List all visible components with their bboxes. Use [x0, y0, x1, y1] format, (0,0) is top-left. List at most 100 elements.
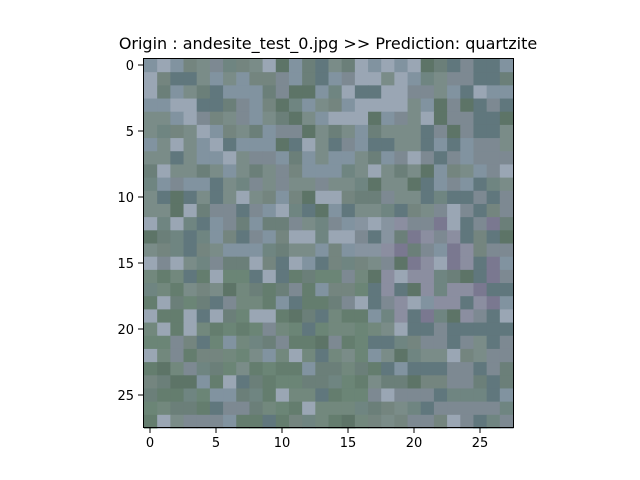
image-pixel	[288, 72, 303, 86]
image-pixel	[288, 362, 303, 376]
image-pixel	[144, 124, 158, 139]
image-pixel	[447, 335, 461, 350]
image-pixel	[394, 401, 409, 416]
image-pixel	[288, 85, 303, 100]
image-pixel	[223, 190, 237, 205]
image-pixel	[433, 335, 448, 350]
image-pixel	[447, 177, 461, 192]
image-pixel	[275, 85, 290, 100]
image-pixel	[420, 98, 435, 113]
image-pixel	[249, 362, 264, 376]
image-pixel	[341, 322, 356, 337]
image-pixel	[302, 72, 316, 86]
image-pixel	[209, 414, 224, 429]
image-pixel	[262, 164, 277, 179]
image-pixel	[368, 375, 382, 390]
image-pixel	[249, 98, 264, 113]
image-pixel	[183, 269, 198, 284]
image-pixel	[315, 111, 330, 126]
image-pixel	[288, 256, 303, 271]
image-pixel	[341, 296, 356, 310]
image-pixel	[407, 362, 422, 376]
image-pixel	[209, 177, 224, 192]
image-pixel	[236, 190, 251, 205]
image-pixel	[315, 375, 330, 390]
image-pixel	[249, 375, 264, 390]
image-pixel	[486, 138, 501, 152]
image-pixel	[170, 190, 185, 205]
image-pixel	[170, 177, 185, 192]
image-pixel	[341, 362, 356, 376]
image-pixel	[447, 283, 461, 297]
image-pixel	[328, 98, 343, 113]
image-pixel	[328, 414, 343, 429]
image-pixel	[223, 375, 237, 390]
image-pixel	[354, 348, 369, 363]
image-pixel	[394, 414, 409, 429]
image-pixel	[447, 98, 461, 113]
image-pixel	[407, 124, 422, 139]
image-pixel	[196, 269, 211, 284]
image-pixel	[499, 177, 514, 192]
image-pixel	[302, 177, 316, 192]
image-pixel	[275, 269, 290, 284]
image-pixel	[288, 124, 303, 139]
image-pixel	[420, 111, 435, 126]
image-pixel	[262, 401, 277, 416]
image-pixel	[315, 309, 330, 324]
image-pixel	[341, 375, 356, 390]
image-pixel	[381, 217, 395, 231]
image-pixel	[473, 164, 488, 179]
image-pixel	[499, 217, 514, 231]
image-pixel	[328, 243, 343, 258]
image-pixel	[381, 164, 395, 179]
image-pixel	[420, 243, 435, 258]
image-pixel	[196, 243, 211, 258]
image-pixel	[328, 72, 343, 86]
image-pixel	[447, 230, 461, 245]
image-pixel	[460, 348, 475, 363]
image-pixel	[447, 138, 461, 152]
image-pixel	[486, 375, 501, 390]
image-pixel	[381, 322, 395, 337]
image-pixel	[170, 138, 185, 152]
image-pixel	[262, 375, 277, 390]
image-pixel	[262, 388, 277, 403]
image-pixel	[420, 401, 435, 416]
image-pixel	[157, 388, 171, 403]
image-pixel	[460, 309, 475, 324]
image-pixel	[236, 348, 251, 363]
image-pixel	[315, 388, 330, 403]
image-pixel	[249, 401, 264, 416]
image-pixel	[499, 124, 514, 139]
image-pixel	[420, 269, 435, 284]
image-pixel	[420, 164, 435, 179]
image-pixel	[420, 388, 435, 403]
image-pixel	[275, 59, 290, 73]
image-pixel	[196, 98, 211, 113]
image-pixel	[196, 164, 211, 179]
image-pixel	[196, 388, 211, 403]
image-pixel	[157, 269, 171, 284]
image-pixel	[196, 362, 211, 376]
image-pixel	[473, 177, 488, 192]
image-pixel	[223, 98, 237, 113]
image-pixel	[183, 230, 198, 245]
image-pixel	[354, 243, 369, 258]
image-pixel	[381, 414, 395, 429]
image-pixel	[486, 348, 501, 363]
image-pixel	[341, 72, 356, 86]
image-pixel	[447, 348, 461, 363]
image-pixel	[288, 98, 303, 113]
image-pixel	[302, 362, 316, 376]
image-pixel	[381, 138, 395, 152]
image-pixel	[236, 72, 251, 86]
image-pixel	[196, 124, 211, 139]
image-pixel	[302, 388, 316, 403]
image-pixel	[275, 217, 290, 231]
image-pixel	[288, 322, 303, 337]
image-pixel	[407, 322, 422, 337]
image-pixel	[144, 177, 158, 192]
image-pixel	[486, 335, 501, 350]
image-pixel	[420, 217, 435, 231]
